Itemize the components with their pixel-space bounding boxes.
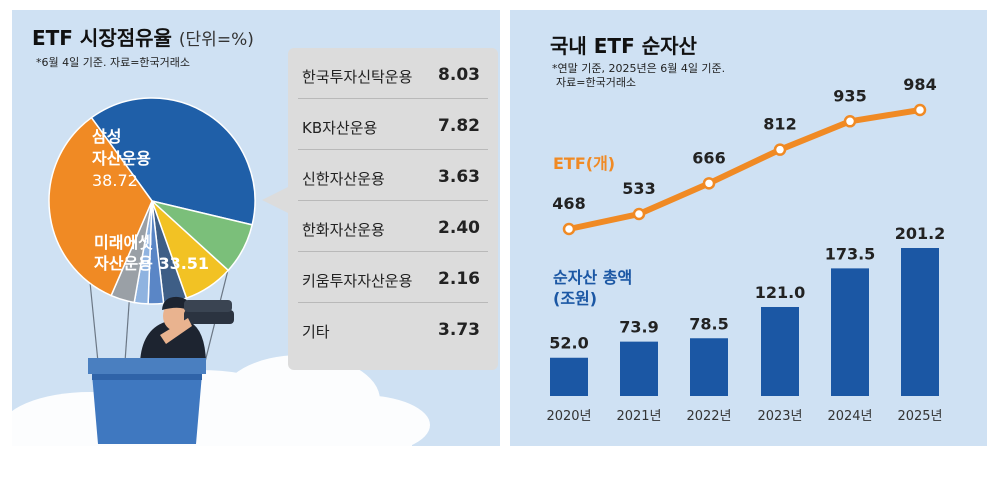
bar-value-label: 173.5 — [825, 244, 876, 263]
x-tick-label: 2020년 — [546, 409, 591, 424]
person-with-binoculars-illustration — [140, 296, 234, 362]
x-tick-label: 2022년 — [686, 409, 731, 424]
bar — [831, 268, 869, 396]
samsung-label-line1: 삼성 — [92, 127, 122, 146]
market-share-title: ETF 시장점유율 (단위=%) — [32, 22, 254, 51]
share-row: KB자산운용 7.82 — [298, 105, 488, 150]
bar — [620, 341, 658, 396]
share-row-label: 한화자산운용 — [302, 221, 385, 239]
mirae-label-line2: 자산운용 33.51 — [94, 254, 210, 273]
x-tick-label: 2021년 — [616, 409, 661, 424]
line-point — [702, 177, 716, 190]
bar-value-label: 73.9 — [619, 318, 658, 337]
x-tick-label: 2025년 — [897, 409, 942, 424]
market-share-pie — [48, 97, 256, 305]
net-assets-series-label-line1: 순자산 총액 — [553, 268, 633, 287]
share-row-label: 신한자산운용 — [302, 170, 385, 188]
net-assets-note-line2: 자료=한국거래소 — [556, 76, 637, 89]
net-assets-bars: 2020년 2021년 2022년 2023년 2024년 2025년 52.0 73.9 78… — [546, 224, 945, 424]
pie-slice-7 — [48, 116, 153, 297]
share-row-label: 기타 — [302, 323, 330, 341]
line-point — [562, 222, 576, 236]
market-share-note: *6월 4일 기준. 자료=한국거래소 — [36, 56, 191, 69]
bar — [690, 338, 728, 396]
net-assets-series-label-line2: (조원) — [553, 289, 598, 308]
share-row-value: 8.03 — [438, 65, 480, 85]
bar — [901, 248, 939, 396]
share-row: 기타 3.73 — [298, 309, 488, 353]
net-assets-series-label: 순자산 총액 (조원) — [553, 267, 632, 309]
samsung-label-value: 38.72 — [92, 171, 138, 190]
net-assets-note-line1: *연말 기준, 2025년은 6월 4일 기준. — [552, 62, 726, 75]
bar-value-label: 78.5 — [689, 314, 728, 333]
bar — [550, 357, 588, 396]
share-row: 한화자산운용 2.40 — [298, 207, 488, 252]
line-value-label: 984 — [903, 75, 936, 94]
share-row: 신한자산운용 3.63 — [298, 156, 488, 201]
line-point — [913, 103, 927, 117]
etf-count-series-label: ETF(개) — [553, 154, 616, 173]
line-value-label: 812 — [763, 115, 796, 134]
pie-slice-0 — [90, 97, 256, 226]
balloon-basket — [88, 358, 206, 444]
net-assets-title: 국내 ETF 순자산 — [550, 34, 697, 58]
list-pointer — [262, 186, 290, 214]
share-row-value: 2.16 — [438, 269, 480, 289]
etf-count-line: 468 533 666 812 935 984 — [552, 75, 937, 236]
share-row-label: 키움투자자산운용 — [302, 272, 413, 290]
share-row-value: 3.73 — [438, 320, 480, 340]
bar-value-label: 201.2 — [895, 224, 946, 243]
line-value-label: 935 — [833, 86, 866, 105]
mirae-label: 미래에셋 자산운용 33.51 — [94, 232, 209, 274]
share-row: 한국투자신탁운용 8.03 — [298, 54, 488, 99]
share-row-value: 7.82 — [438, 116, 480, 136]
share-row-label: 한국투자신탁운용 — [302, 68, 413, 86]
line-value-label: 468 — [552, 194, 585, 213]
net-assets-note: *연말 기준, 2025년은 6월 4일 기준. 자료=한국거래소 — [552, 62, 725, 90]
line-value-label: 533 — [622, 179, 655, 198]
line-point — [843, 115, 857, 128]
line-value-label: 666 — [692, 148, 725, 167]
line-point — [773, 143, 787, 156]
share-row-value: 2.40 — [438, 218, 480, 238]
mirae-label-line1: 미래에셋 — [94, 233, 153, 252]
bar — [761, 306, 799, 396]
bar-value-label: 52.0 — [549, 334, 588, 353]
share-row: 키움투자자산운용 2.16 — [298, 258, 488, 303]
bar-value-label: 121.0 — [755, 283, 806, 302]
market-share-list: 한국투자신탁운용 8.03 KB자산운용 7.82 신한자산운용 3.63 한화… — [288, 48, 498, 370]
x-tick-label: 2024년 — [827, 409, 872, 424]
market-share-unit: (단위=%) — [178, 30, 254, 50]
x-tick-label: 2023년 — [757, 409, 802, 424]
share-row-value: 3.63 — [438, 167, 480, 187]
samsung-label-line2: 자산운용 — [92, 149, 151, 168]
market-share-title-text: ETF 시장점유율 — [32, 26, 172, 50]
line-point — [632, 207, 646, 221]
etf-count-polyline — [566, 107, 923, 232]
share-row-label: KB자산운용 — [302, 119, 378, 137]
samsung-label: 삼성 자산운용 38.72 — [92, 126, 151, 192]
